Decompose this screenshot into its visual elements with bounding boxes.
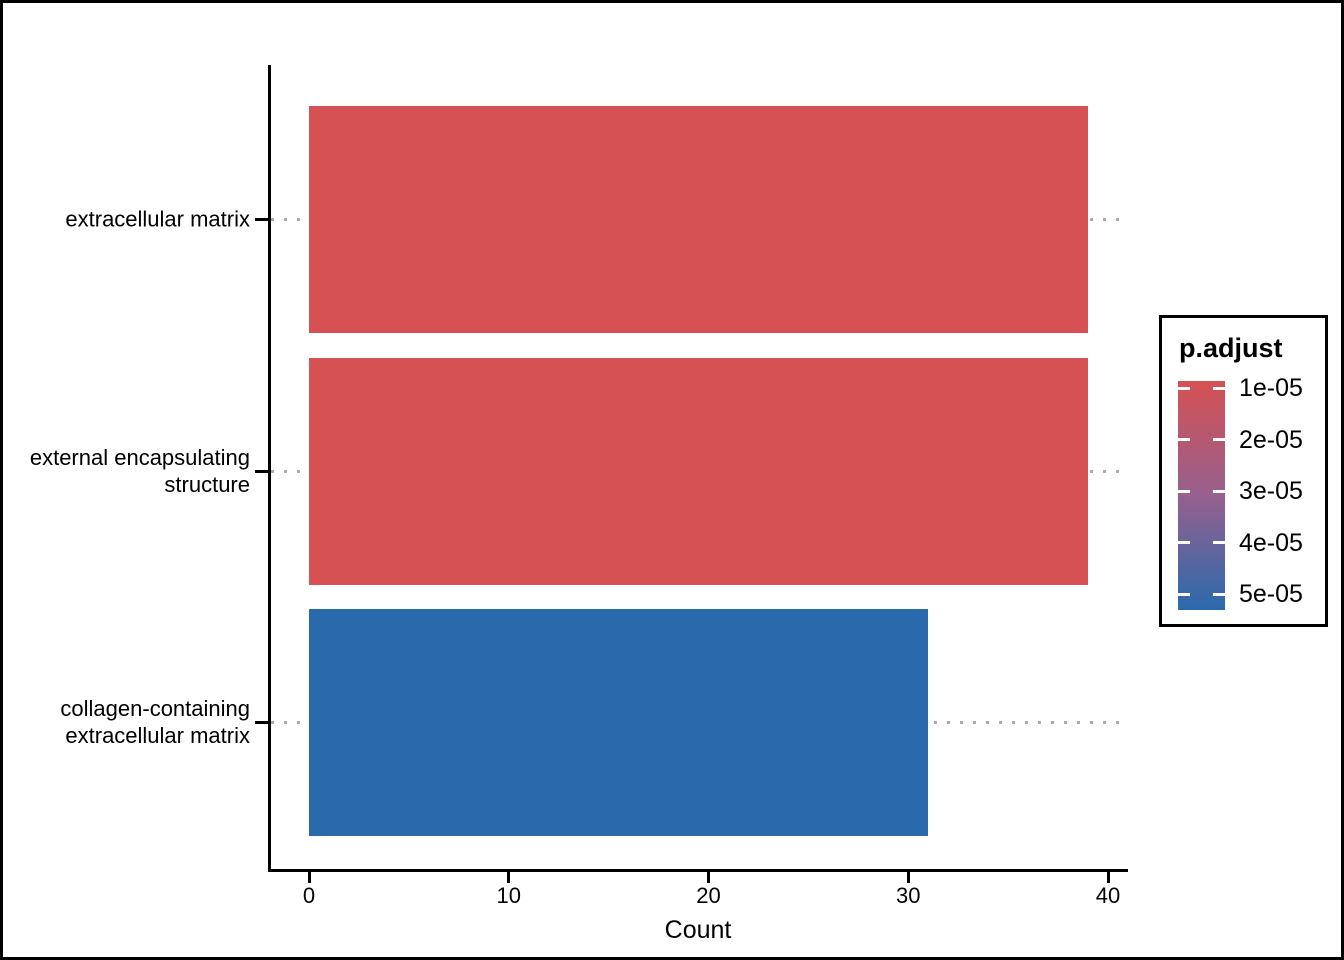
x-tick xyxy=(906,871,910,883)
colorbar-tick-left xyxy=(1178,438,1190,441)
bar-2 xyxy=(309,357,1088,585)
colorbar-tick-left xyxy=(1178,386,1190,390)
y-tick xyxy=(255,470,269,473)
y-axis-label: collagen-containing extracellular matrix xyxy=(60,696,250,748)
y-axis-line xyxy=(268,65,271,872)
x-axis-title: Count xyxy=(664,916,732,944)
colorbar-tick-right xyxy=(1213,592,1225,596)
y-axis-label: external encapsulating structure xyxy=(29,445,250,497)
x-axis-line xyxy=(268,869,1128,872)
x-axis-tick-label: 40 xyxy=(1095,883,1121,908)
legend: p.adjust 1e-05 2e-05 3e-05 4e-05 5e-05 xyxy=(1159,315,1328,627)
y-axis-label: extracellular matrix xyxy=(65,206,250,232)
legend-tick-label: 1e-05 xyxy=(1239,374,1303,402)
legend-colorbar xyxy=(1178,381,1225,610)
y-tick xyxy=(255,721,269,724)
x-axis-tick-label: 30 xyxy=(896,883,921,908)
colorbar-tick-left xyxy=(1178,541,1190,544)
colorbar-tick-left xyxy=(1178,592,1190,596)
y-tick xyxy=(255,218,269,221)
x-tick xyxy=(507,871,511,883)
bar-1 xyxy=(309,105,1088,333)
x-axis-tick-label: 0 xyxy=(302,883,316,908)
bar-3 xyxy=(309,608,928,836)
colorbar-tick-right xyxy=(1213,489,1225,493)
legend-tick-label: 5e-05 xyxy=(1239,580,1303,608)
x-tick xyxy=(707,871,710,883)
colorbar-tick-left xyxy=(1178,489,1190,493)
colorbar-tick-right xyxy=(1213,386,1225,390)
x-axis-tick-label: 10 xyxy=(496,883,521,908)
x-tick xyxy=(307,871,311,883)
x-tick xyxy=(1106,871,1110,883)
legend-title: p.adjust xyxy=(1179,333,1283,363)
legend-tick-label: 2e-05 xyxy=(1239,425,1303,454)
legend-tick-label: 4e-05 xyxy=(1239,528,1303,557)
x-axis-tick-label: 20 xyxy=(696,883,721,908)
colorbar-tick-right xyxy=(1213,438,1225,441)
legend-tick-label: 3e-05 xyxy=(1239,477,1303,505)
colorbar-tick-right xyxy=(1213,541,1225,544)
